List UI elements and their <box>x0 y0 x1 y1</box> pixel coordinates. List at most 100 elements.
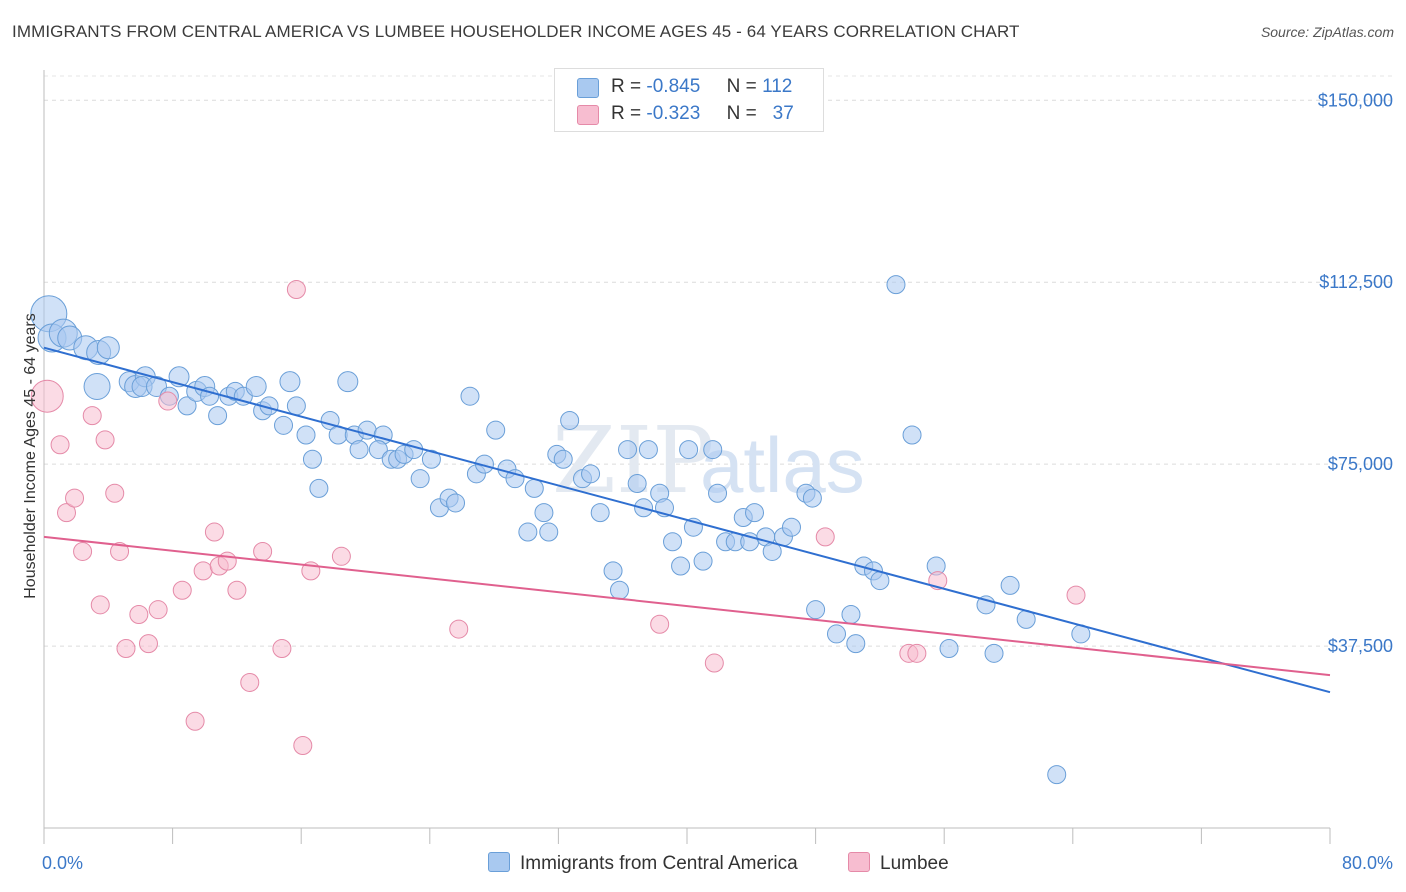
blue-point-31 <box>309 478 329 498</box>
pink-point-18 <box>204 522 224 542</box>
bottom-legend-swatch-blue <box>488 852 510 872</box>
blue-point-49 <box>460 386 480 406</box>
blue-point-19 <box>208 406 228 426</box>
pink-point-16 <box>185 711 205 731</box>
blue-point-7 <box>83 373 111 401</box>
blue-point-39 <box>368 440 388 460</box>
blue-point-57 <box>534 503 554 523</box>
bottom-legend-pink: Lumbee <box>848 852 949 875</box>
trend-line-pink <box>43 535 1331 677</box>
blue-point-60 <box>553 449 573 469</box>
pink-point-36 <box>907 643 927 663</box>
blue-point-84 <box>745 503 765 523</box>
series-lumbee <box>30 279 1086 756</box>
series-immigrants-central-america <box>30 275 1091 785</box>
blue-point-52 <box>486 420 506 440</box>
y-tick-label-3: $150,000 <box>1318 90 1393 110</box>
pink-point-9 <box>110 541 130 561</box>
legend-n-label-blue: N = <box>726 76 757 97</box>
y-tick-label-2: $112,500 <box>1319 272 1393 292</box>
blue-point-78 <box>703 440 723 460</box>
legend-r-label-blue: R = <box>611 76 642 97</box>
blue-point-36 <box>349 440 369 460</box>
legend-n-value-pink: 37 <box>772 103 794 124</box>
pink-point-25 <box>286 279 306 299</box>
blue-point-79 <box>708 483 728 503</box>
blue-point-55 <box>518 522 538 542</box>
pink-point-28 <box>331 546 351 566</box>
blue-point-56 <box>524 478 544 498</box>
blue-point-63 <box>581 464 601 484</box>
pink-point-17 <box>193 561 213 581</box>
blue-point-94 <box>846 634 866 654</box>
tick-labels: $37,500 $75,000 $112,500 $150,000 0.0% 80.0% <box>42 90 1393 873</box>
pink-point-24 <box>272 638 292 658</box>
blue-point-43 <box>404 440 424 460</box>
blue-point-26 <box>274 415 294 435</box>
pink-point-8 <box>105 483 125 503</box>
blue-point-23 <box>245 376 267 398</box>
blue-point-61 <box>560 410 580 430</box>
blue-point-58 <box>539 522 559 542</box>
bottom-legend-label-blue: Immigrants from Central America <box>520 853 798 874</box>
blue-point-34 <box>337 371 359 393</box>
blue-point-101 <box>939 638 959 658</box>
legend-n-label-pink: N = <box>726 103 757 124</box>
pink-point-12 <box>138 634 158 654</box>
pink-point-7 <box>95 430 115 450</box>
bottom-legend-swatch-pink <box>848 852 870 872</box>
pink-point-29 <box>449 619 469 639</box>
blue-point-27 <box>279 371 301 393</box>
pink-point-15 <box>172 580 192 600</box>
pink-point-20 <box>217 551 237 571</box>
blue-point-92 <box>826 624 846 644</box>
blue-point-107 <box>1047 765 1067 785</box>
pink-point-31 <box>704 653 724 673</box>
legend-r-label-pink: R = <box>611 103 642 124</box>
trend-line-blue <box>43 346 1331 694</box>
pink-point-26 <box>293 736 313 756</box>
y-tick-label-0: $37,500 <box>1328 636 1393 656</box>
bottom-legend-blue: Immigrants from Central America <box>488 852 798 875</box>
chart-title: IMMIGRANTS FROM CENTRAL AMERICA VS LUMBE… <box>12 22 1020 41</box>
legend: R = -0.845 N = 112 R = -0.323 N = 37 <box>554 68 824 132</box>
blue-point-15 <box>177 396 197 416</box>
watermark-zip: ZIP <box>552 407 714 514</box>
pink-point-6 <box>90 595 110 615</box>
legend-r-value-pink: -0.323 <box>646 103 701 124</box>
blue-point-28 <box>286 396 306 416</box>
pink-point-2 <box>57 503 77 523</box>
blue-point-91 <box>806 600 826 620</box>
blue-point-98 <box>886 275 906 295</box>
blue-point-75 <box>679 440 699 460</box>
watermark-atlas: atlas <box>700 421 865 509</box>
pink-point-14 <box>158 391 178 411</box>
blue-point-29 <box>296 425 316 445</box>
pink-point-23 <box>253 541 273 561</box>
pink-point-4 <box>73 541 93 561</box>
blue-point-6 <box>96 336 120 360</box>
pink-point-5 <box>82 406 102 426</box>
chart-source: Source: ZipAtlas.com <box>1260 24 1394 40</box>
pink-point-35 <box>1066 585 1086 605</box>
pink-point-13 <box>148 600 168 620</box>
blue-point-74 <box>671 556 691 576</box>
x-tick-label-0: 0.0% <box>42 853 83 873</box>
blue-point-65 <box>603 561 623 581</box>
axes <box>43 70 1331 844</box>
pink-point-22 <box>240 672 260 692</box>
blue-point-103 <box>984 643 1004 663</box>
pink-point-10 <box>116 638 136 658</box>
blue-point-99 <box>902 425 922 445</box>
legend-swatch-blue <box>577 78 599 98</box>
blue-point-90 <box>802 488 822 508</box>
blue-point-104 <box>1000 575 1020 595</box>
pink-point-3 <box>65 488 85 508</box>
blue-point-70 <box>638 440 658 460</box>
blue-point-64 <box>590 503 610 523</box>
legend-swatch-pink <box>577 105 599 125</box>
blue-point-93 <box>841 605 861 625</box>
blue-point-68 <box>627 474 647 494</box>
grid-lines <box>44 75 1395 647</box>
x-tick-label-1: 80.0% <box>1342 853 1393 873</box>
